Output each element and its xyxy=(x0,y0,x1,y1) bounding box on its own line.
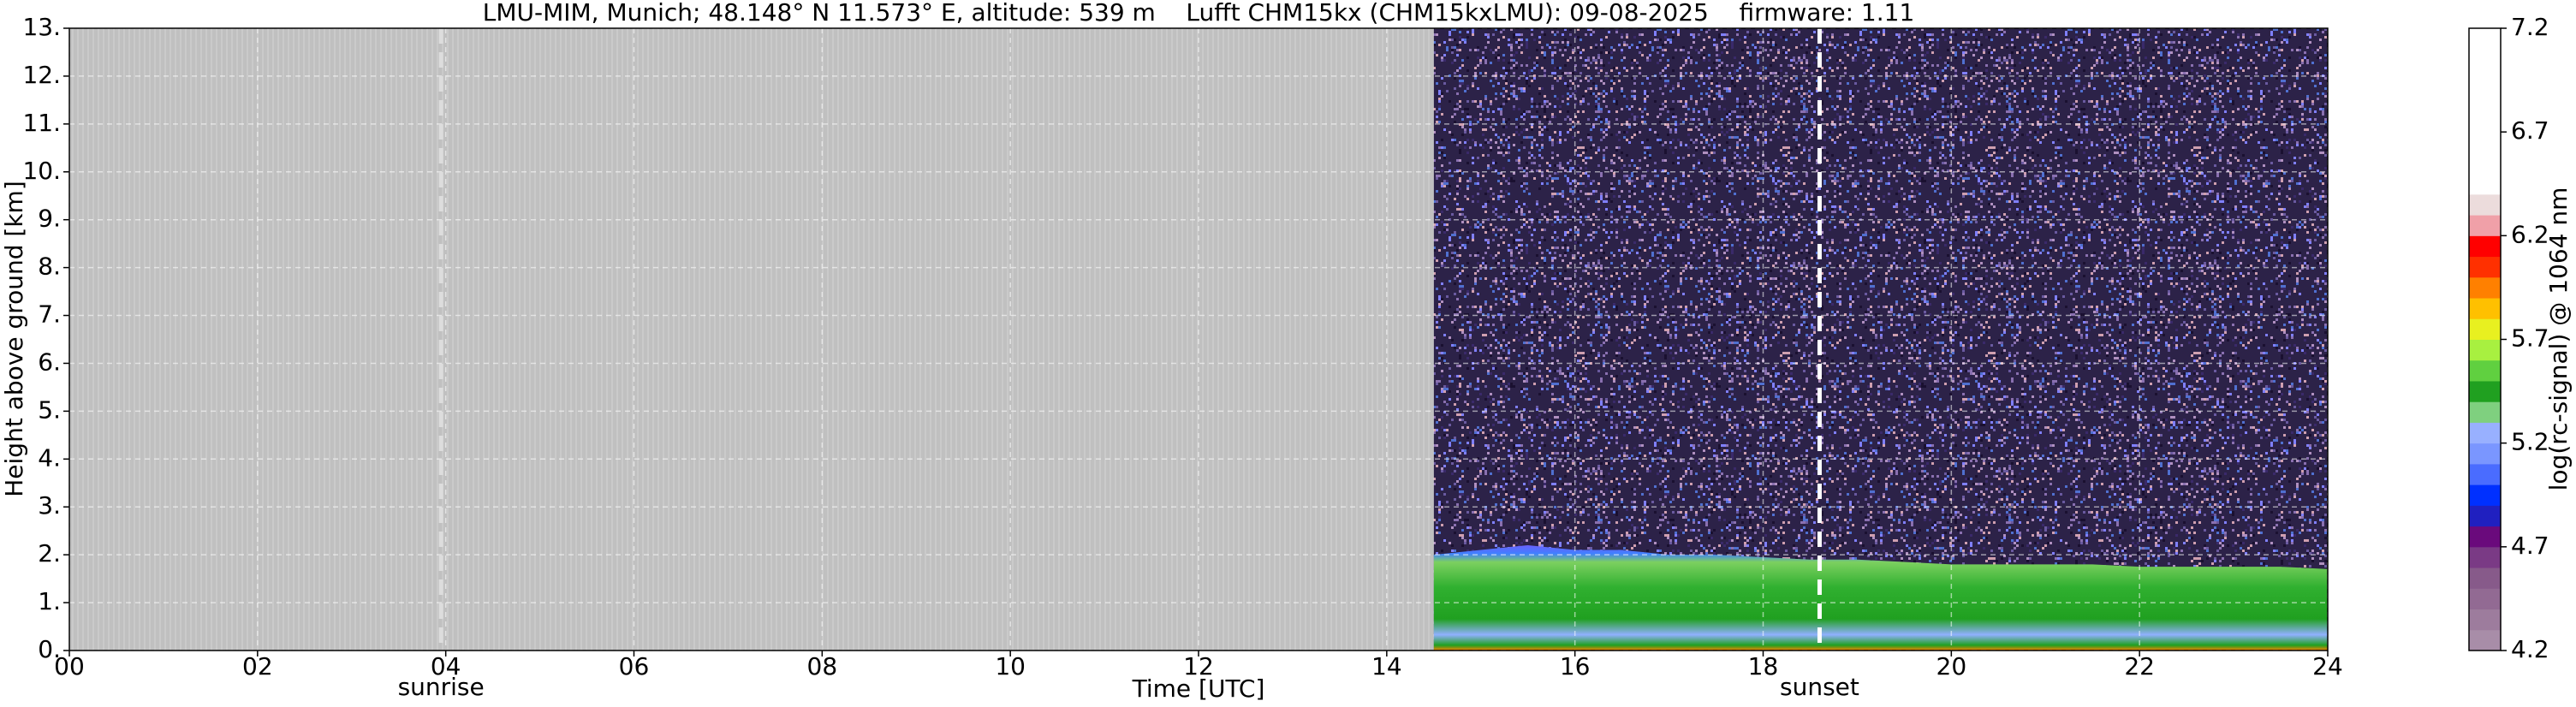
colorbar-segment xyxy=(2469,546,2501,568)
chart-title: LMU-MIM, Munich; 48.148° N 11.573° E, al… xyxy=(483,0,1915,27)
colorbar-segment xyxy=(2469,567,2501,589)
y-tick-label: 1. xyxy=(38,587,61,615)
y-tick-label: 13. xyxy=(22,13,61,41)
x-tick-label: 06 xyxy=(619,652,650,680)
colorbar-tick-label: 6.7 xyxy=(2511,116,2549,145)
y-tick-label: 12. xyxy=(22,61,61,89)
colorbar-label: log(rc-signal) @ 1064 nm xyxy=(2544,187,2573,491)
x-tick-label: 14 xyxy=(1371,652,1402,680)
y-tick-label: 9. xyxy=(38,205,61,233)
x-tick-label: 00 xyxy=(54,652,85,680)
colorbar-segment xyxy=(2469,173,2501,195)
x-tick-label: 02 xyxy=(242,652,273,680)
x-tick-label: 08 xyxy=(807,652,838,680)
y-tick-label: 10. xyxy=(22,157,61,185)
colorbar-segment xyxy=(2469,276,2501,299)
no-data-region xyxy=(69,28,1434,651)
colorbar-segment xyxy=(2469,152,2501,175)
colorbar-segment xyxy=(2469,110,2501,133)
colorbar-segment xyxy=(2469,235,2501,258)
x-tick-label: 04 xyxy=(431,652,461,680)
y-tick-label: 2. xyxy=(38,539,61,567)
x-tick-label: 12 xyxy=(1183,652,1214,680)
colorbar-segment xyxy=(2469,588,2501,610)
annotation-label: sunrise xyxy=(398,673,485,701)
x-tick-label: 20 xyxy=(1936,652,1967,680)
x-tick-label: 10 xyxy=(995,652,1026,680)
colorbar-segment xyxy=(2469,609,2501,631)
colorbar-segment xyxy=(2469,90,2501,112)
colorbar-segment xyxy=(2469,69,2501,92)
colorbar-segment xyxy=(2469,463,2501,485)
x-tick-label: 22 xyxy=(2124,652,2155,680)
colorbar-tick-label: 5.7 xyxy=(2511,324,2549,353)
y-tick-label: 11. xyxy=(22,109,61,137)
colorbar-segment xyxy=(2469,339,2501,361)
colorbar-segment xyxy=(2469,629,2501,651)
annotation-label: sunset xyxy=(1780,673,1859,701)
colorbar-segment xyxy=(2469,401,2501,423)
colorbar-tick-label: 4.2 xyxy=(2511,635,2549,663)
colorbar-segment xyxy=(2469,380,2501,402)
colorbar-segment xyxy=(2469,318,2501,340)
y-tick-label: 6. xyxy=(38,348,61,376)
colorbar-segment xyxy=(2469,484,2501,506)
boundary-layer xyxy=(1433,544,2328,651)
x-tick-label: 24 xyxy=(2312,652,2343,680)
colorbar-segment xyxy=(2469,359,2501,382)
x-tick-label: 18 xyxy=(1748,652,1779,680)
colorbar-tick-label: 5.2 xyxy=(2511,428,2549,456)
colorbar-segment xyxy=(2469,256,2501,278)
y-tick-label: 7. xyxy=(38,300,61,329)
colorbar-tick-label: 4.7 xyxy=(2511,532,2549,560)
y-tick-label: 0. xyxy=(38,635,61,663)
signal-background xyxy=(1433,28,2328,651)
y-tick-label: 3. xyxy=(38,491,61,520)
colorbar-segment xyxy=(2469,49,2501,70)
x-axis-label: Time [UTC] xyxy=(1132,674,1265,703)
colorbar-tick-label: 7.2 xyxy=(2511,13,2549,41)
plot-frame xyxy=(68,27,2329,651)
colorbar-tick-label: 6.2 xyxy=(2511,220,2549,248)
colorbar-segment xyxy=(2469,28,2501,50)
y-tick-label: 8. xyxy=(38,253,61,281)
colorbar-segment xyxy=(2469,193,2501,216)
colorbar-segment xyxy=(2469,526,2501,548)
y-tick-label: 5. xyxy=(38,395,61,424)
colorbar-segment xyxy=(2469,215,2501,236)
colorbar-segment xyxy=(2469,443,2501,465)
y-tick-label: 4. xyxy=(38,443,61,472)
y-axis-label: Height above ground [km] xyxy=(0,181,28,497)
colorbar-segment xyxy=(2469,422,2501,444)
colorbar-segment xyxy=(2469,298,2501,319)
colorbar-segment xyxy=(2469,132,2501,153)
colorbar-segment xyxy=(2469,505,2501,527)
x-tick-label: 16 xyxy=(1560,652,1591,680)
